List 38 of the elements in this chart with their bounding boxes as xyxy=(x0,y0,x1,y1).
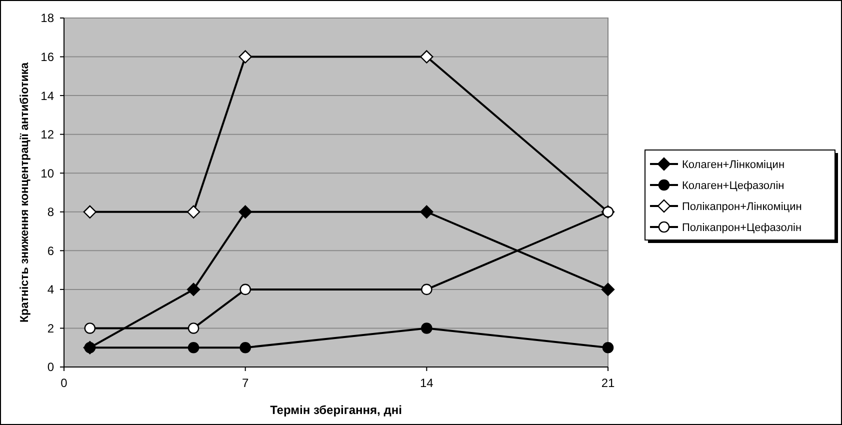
y-tick-label: 18 xyxy=(40,11,54,26)
y-tick-label: 14 xyxy=(40,88,54,103)
y-tick-label: 16 xyxy=(40,50,54,64)
x-tick-label: 7 xyxy=(242,376,249,390)
point xyxy=(84,342,96,354)
point xyxy=(84,322,96,334)
point xyxy=(186,205,200,218)
legend-label: Полікапрон+Цефазолін xyxy=(682,222,802,234)
point xyxy=(188,322,200,334)
point xyxy=(186,282,200,296)
x-tick-label: 21 xyxy=(601,376,615,390)
point xyxy=(238,50,252,64)
y-tick-label: 8 xyxy=(47,205,54,220)
point xyxy=(83,205,97,218)
x-axis-title: Термін зберігання, дні xyxy=(270,403,402,417)
legend-label: Колаген+Цефазолін xyxy=(682,180,784,192)
point xyxy=(602,206,614,218)
point xyxy=(240,284,251,296)
y-tick-label: 12 xyxy=(40,128,54,142)
point xyxy=(420,205,434,218)
point xyxy=(421,284,432,296)
legend-label: Полікапрон+Лінкоміцин xyxy=(682,200,802,213)
y-tick-label: 6 xyxy=(47,244,54,258)
legend-label: Колаген+Лінкоміцин xyxy=(682,158,785,171)
point xyxy=(420,50,434,64)
point xyxy=(602,342,614,354)
x-tick-label: 14 xyxy=(420,376,434,390)
y-tick-label: 0 xyxy=(47,360,54,374)
y-tick-label: 4 xyxy=(47,282,54,297)
point xyxy=(421,322,432,334)
point xyxy=(188,342,200,354)
point xyxy=(238,205,252,218)
y-axis-title: Кратність зниження концентрації антибіотика xyxy=(19,62,31,323)
point xyxy=(601,282,615,296)
y-tick-label: 10 xyxy=(40,166,54,180)
point xyxy=(240,342,251,354)
y-tick-label: 2 xyxy=(47,321,54,336)
x-tick-label: 0 xyxy=(60,376,68,390)
